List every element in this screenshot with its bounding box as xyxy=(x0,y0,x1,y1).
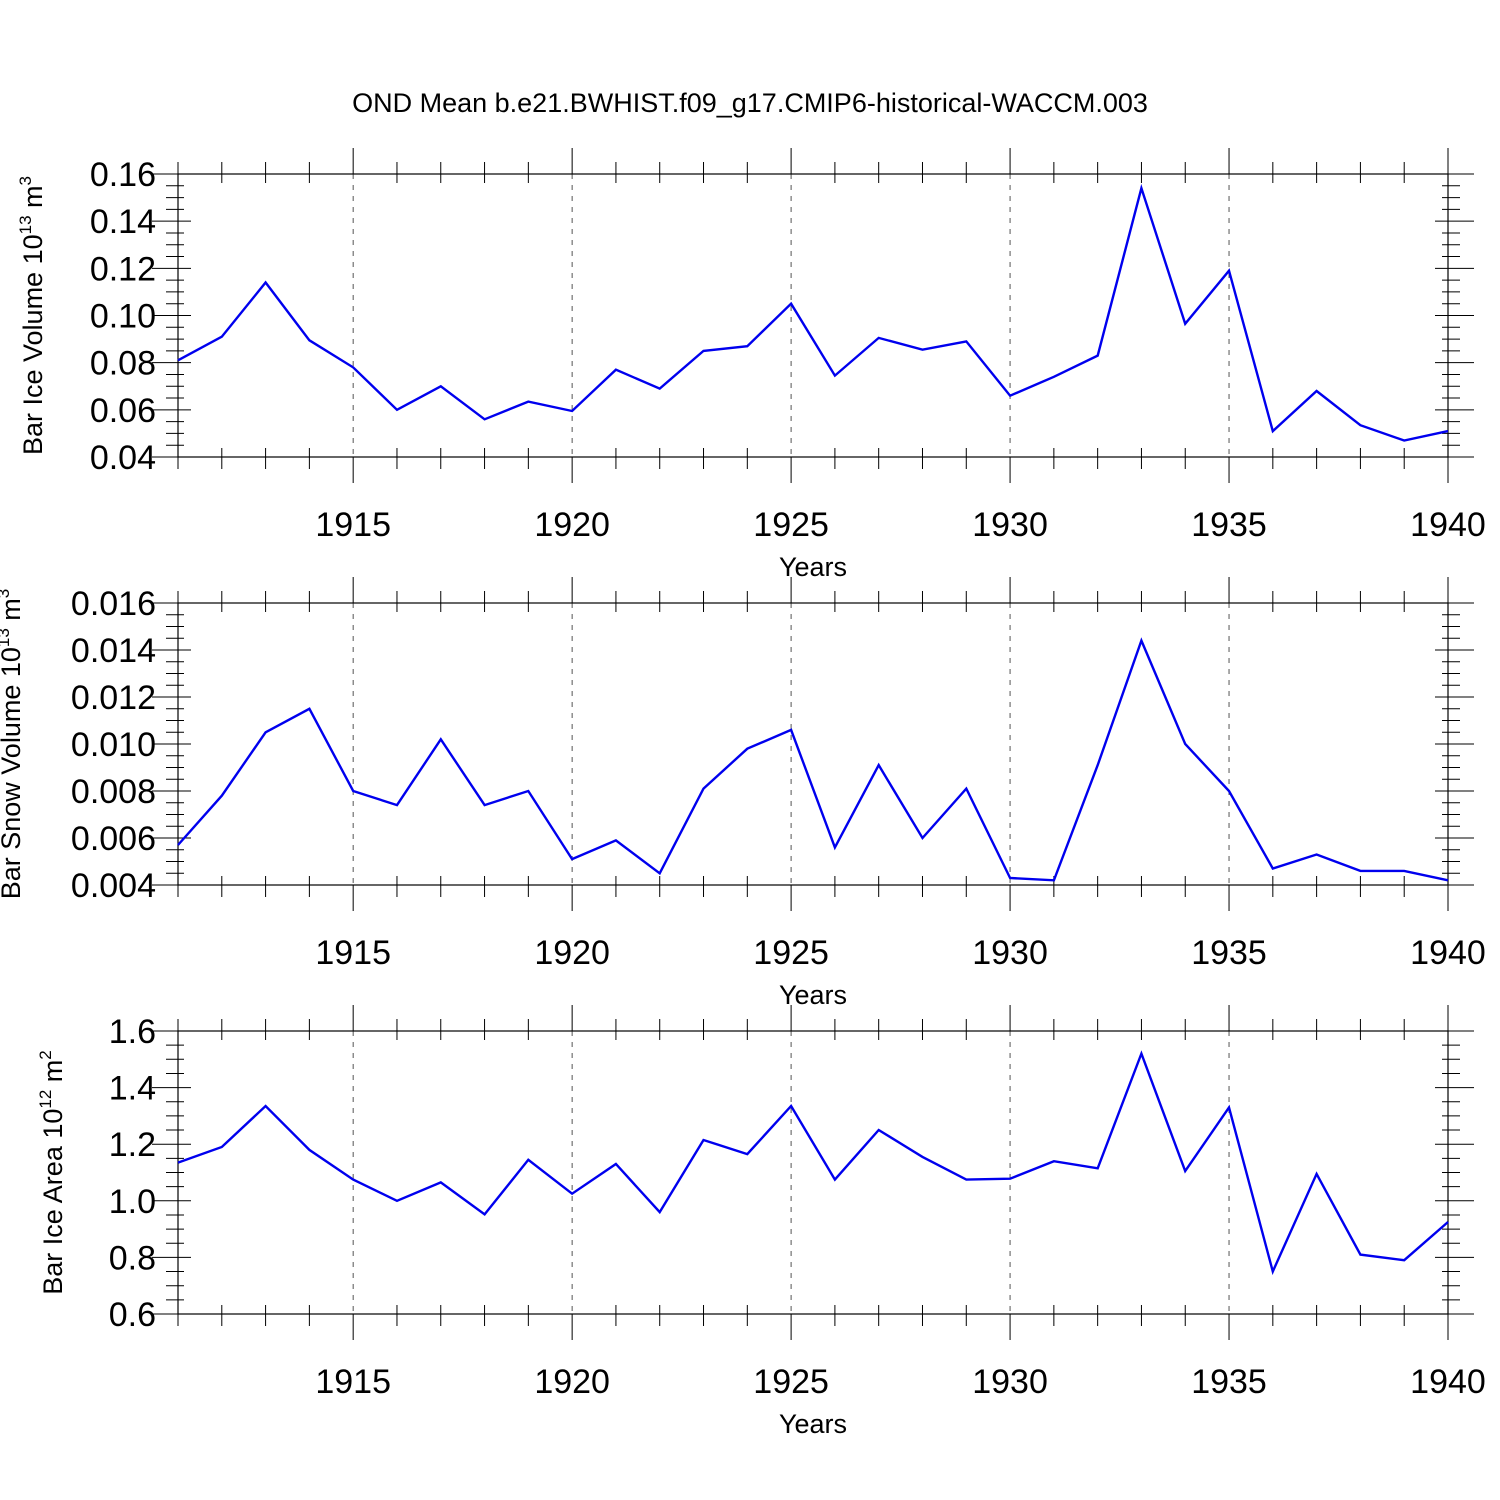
series-line xyxy=(177,1050,1449,1276)
series-line xyxy=(177,183,1449,442)
chart-panel-2: 0.004 0.006 0.008 0.010 0.012 0.014 0.016 1915 1… xyxy=(0,577,1486,1010)
y-tick-label: 0.04 xyxy=(90,439,156,477)
y-tick-label: 0.010 xyxy=(71,726,156,764)
y-tick-label: 0.08 xyxy=(90,345,156,383)
plot-frame xyxy=(177,1030,1449,1315)
y-axis-label-superscript: 2 xyxy=(36,1050,55,1059)
x-tick-label: 1915 xyxy=(315,934,391,972)
x-axis-label: Years xyxy=(779,552,847,582)
x-tick-label: 1935 xyxy=(1191,506,1267,544)
y-axis-label-superscript: 3 xyxy=(16,176,35,185)
page-title: OND Mean b.e21.BWHIST.f09_g17.CMIP6-hist… xyxy=(352,88,1148,118)
y-tick-label: 0.10 xyxy=(90,298,156,336)
x-tick-label: 1920 xyxy=(534,934,610,972)
chart-panel-1: 0.04 0.06 0.08 0.10 0.12 0.14 0.16 1915 1920 1925… xyxy=(16,148,1486,582)
y-tick-label: 0.012 xyxy=(71,679,156,717)
y-tick-label: 1.6 xyxy=(109,1013,156,1051)
x-tick-label: 1925 xyxy=(753,506,829,544)
x-tick-label: 1940 xyxy=(1410,506,1486,544)
y-axis-label-part: Bar Snow Volume 10 xyxy=(0,647,26,899)
y-tick-label: 0.004 xyxy=(71,867,156,905)
y-tick-label: 1.2 xyxy=(109,1126,156,1164)
series-line xyxy=(177,637,1449,882)
plot-frame xyxy=(177,173,1449,458)
x-tick-label: 1940 xyxy=(1410,1363,1486,1401)
x-tick-label: 1935 xyxy=(1191,1363,1267,1401)
y-axis-label-superscript: 12 xyxy=(36,1090,55,1109)
y-axis-label: Bar Snow Volume 1013 m3 xyxy=(0,589,26,900)
y-tick-label: 1.4 xyxy=(109,1070,156,1108)
y-axis-label-part: Bar Ice Volume 10 xyxy=(18,234,48,455)
x-tick-label: 1930 xyxy=(972,506,1048,544)
y-tick-label: 0.6 xyxy=(109,1296,156,1334)
x-tick-label: 1930 xyxy=(972,1363,1048,1401)
x-tick-label: 1915 xyxy=(315,506,391,544)
y-axis-label-part: m xyxy=(0,598,26,628)
y-axis-label: Bar Ice Area 1012 m2 xyxy=(36,1050,68,1295)
chart-panels: 0.04 0.06 0.08 0.10 0.12 0.14 0.16 1915 1920 1925… xyxy=(0,148,1486,1439)
y-axis-label-part: m xyxy=(38,1060,68,1090)
x-tick-label: 1920 xyxy=(534,1363,610,1401)
y-tick-label: 0.14 xyxy=(90,203,156,241)
y-tick-label: 0.016 xyxy=(71,585,156,623)
x-tick-label: 1920 xyxy=(534,506,610,544)
x-tick-label: 1940 xyxy=(1410,934,1486,972)
y-axis-label-superscript: 13 xyxy=(0,628,13,647)
y-tick-label: 0.006 xyxy=(71,820,156,858)
plot-frame xyxy=(177,602,1449,886)
y-axis-label: Bar Ice Volume 1013 m3 xyxy=(16,176,48,455)
x-tick-label: 1935 xyxy=(1191,934,1267,972)
y-tick-label: 0.014 xyxy=(71,632,156,670)
y-tick-label: 1.0 xyxy=(109,1183,156,1221)
y-tick-label: 0.06 xyxy=(90,392,156,430)
chart-panel-3: 0.6 0.8 1.0 1.2 1.4 1.6 1915 1920 1925 1930 1935 19… xyxy=(36,1005,1486,1439)
x-tick-label: 1915 xyxy=(315,1363,391,1401)
x-axis-label: Years xyxy=(779,980,847,1010)
y-tick-label: 0.8 xyxy=(109,1239,156,1277)
x-axis-label: Years xyxy=(779,1409,847,1439)
x-tick-label: 1925 xyxy=(753,1363,829,1401)
x-tick-label: 1925 xyxy=(753,934,829,972)
y-axis-label-superscript: 13 xyxy=(16,215,35,234)
y-axis-label-part: Bar Ice Area 10 xyxy=(38,1109,68,1295)
y-tick-label: 0.008 xyxy=(71,773,156,811)
y-axis-label-part: m xyxy=(18,185,48,215)
y-axis-label-superscript: 3 xyxy=(0,589,13,598)
y-tick-label: 0.12 xyxy=(90,250,156,288)
x-tick-label: 1930 xyxy=(972,934,1048,972)
y-tick-label: 0.16 xyxy=(90,156,156,194)
